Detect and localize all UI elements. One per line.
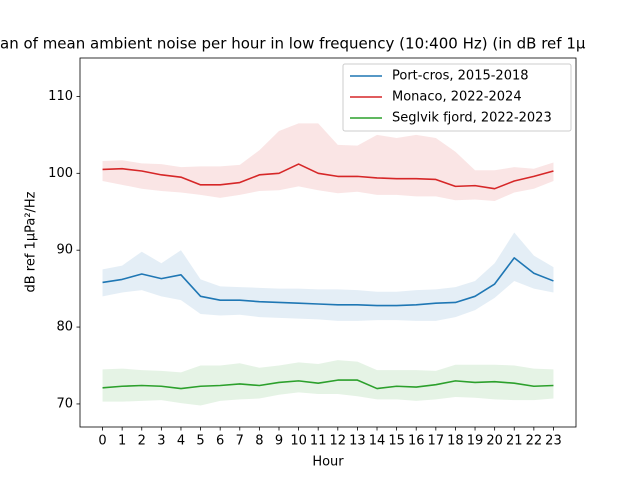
error-band <box>102 360 554 406</box>
x-axis-label: Hour <box>312 455 344 470</box>
x-tick-label: 23 <box>545 434 562 449</box>
line <box>102 163 554 190</box>
x-tick-label: 5 <box>196 434 204 449</box>
x-tick-label: 18 <box>447 434 464 449</box>
legend-label: Port-cros, 2015-2018 <box>392 69 529 84</box>
x-tick-label: 17 <box>428 434 445 449</box>
x-tick-label: 7 <box>236 434 244 449</box>
x-tick-label: 12 <box>330 434 347 449</box>
x-tick-label: 14 <box>369 434 386 449</box>
x-tick-label: 3 <box>157 434 165 449</box>
x-tick-label: 16 <box>408 434 425 449</box>
x-tick-label: 6 <box>216 434 224 449</box>
legend-label: Monaco, 2022-2024 <box>392 90 522 105</box>
legend: Port-cros, 2015-2018 Monaco, 2022-2024 Seg… <box>342 63 572 132</box>
y-tick-label: 110 <box>48 89 73 104</box>
x-tick-label: 9 <box>275 434 283 449</box>
y-tick-label: 70 <box>56 396 73 411</box>
error-band <box>102 123 554 201</box>
legend-box <box>342 63 572 132</box>
x-tick-label: 22 <box>526 434 543 449</box>
y-tick-label: 90 <box>56 243 73 258</box>
plot-frame <box>79 57 577 428</box>
x-tick-label: 4 <box>177 434 185 449</box>
line <box>102 257 554 307</box>
x-tick-label: 11 <box>310 434 327 449</box>
x-tick-label: 15 <box>388 434 405 449</box>
x-tick-label: 21 <box>506 434 523 449</box>
chart-title: an of mean ambient noise per hour in low… <box>0 35 586 53</box>
x-tick-label: 19 <box>467 434 484 449</box>
x-tick-label: 13 <box>349 434 366 449</box>
x-tick-label: 20 <box>486 434 503 449</box>
x-tick-label: 2 <box>138 434 146 449</box>
line <box>102 379 554 390</box>
x-tick-label: 0 <box>98 434 106 449</box>
y-tick-label: 80 <box>56 320 73 335</box>
legend-label: Seglvik fjord, 2022-2023 <box>392 111 552 126</box>
x-tick-label: 1 <box>118 434 126 449</box>
y-tick-label: 100 <box>48 166 73 181</box>
y-axis-label: dB ref 1μPa²/Hz <box>24 191 39 292</box>
x-tick-label: 10 <box>290 434 307 449</box>
x-tick-label: 8 <box>255 434 263 449</box>
